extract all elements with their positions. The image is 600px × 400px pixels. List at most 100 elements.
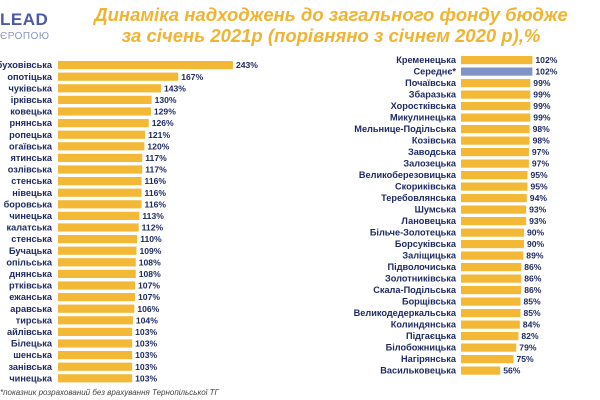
category-label: Збаразька <box>409 90 457 100</box>
data-label: 103% <box>135 362 157 372</box>
category-label: Хоростківська <box>391 101 457 111</box>
bar <box>461 148 529 157</box>
data-label: 120% <box>147 141 169 151</box>
category-label: тирська <box>16 315 53 325</box>
category-label: ропецька <box>9 130 53 140</box>
bar <box>58 374 133 383</box>
bar <box>461 136 530 145</box>
data-label: 116% <box>145 176 167 186</box>
data-label: 117% <box>145 153 167 163</box>
bar <box>58 339 133 348</box>
bar <box>58 235 138 244</box>
bar <box>461 366 501 375</box>
data-label: 93% <box>529 205 547 215</box>
bar <box>461 274 522 283</box>
data-label: 97% <box>532 159 550 169</box>
category-label: опільська <box>6 257 53 267</box>
bar <box>461 194 527 203</box>
bar <box>58 316 133 325</box>
data-label: 121% <box>148 130 170 140</box>
chart-title-line-2: за січень 2021р (порівняно з січнем 2020… <box>121 25 541 46</box>
bar <box>58 130 146 139</box>
category-label: Мельнице-Подільська <box>354 124 457 134</box>
category-label: Нагірянська <box>401 354 457 364</box>
category-label: Колиндянська <box>391 320 457 330</box>
data-label: 75% <box>517 354 535 364</box>
data-label: 99% <box>533 78 551 88</box>
data-label: 103% <box>135 339 157 349</box>
category-label: Заліщицька <box>402 251 457 261</box>
data-label: 108% <box>139 269 161 279</box>
data-label: 113% <box>142 211 164 221</box>
chart-title: Динаміка надходжень до загального фонду … <box>62 4 600 46</box>
data-label: 90% <box>527 228 545 238</box>
data-label: 109% <box>139 246 161 256</box>
average-bar <box>461 67 533 76</box>
category-label: Лановецька <box>401 216 456 226</box>
category-label: Заводська <box>408 147 457 157</box>
data-label: 112% <box>142 223 164 233</box>
bar <box>58 327 133 336</box>
category-label: Залозецька <box>403 159 457 169</box>
category-label: айлівська <box>7 327 53 337</box>
data-label: 103% <box>135 373 157 383</box>
bar <box>461 56 533 65</box>
data-label: 103% <box>135 350 157 360</box>
data-label: 129% <box>154 107 176 117</box>
bar <box>58 293 136 302</box>
bar <box>461 355 514 364</box>
data-label: 86% <box>524 274 542 284</box>
category-label: озлівська <box>8 165 53 175</box>
data-label: 97% <box>532 147 550 157</box>
bar <box>58 281 136 290</box>
bar <box>58 246 137 255</box>
bar <box>58 223 139 232</box>
category-label: днянська <box>9 269 53 279</box>
category-label: ртківська <box>9 281 53 291</box>
category-label: Кременецька <box>396 55 457 65</box>
category-label: чуківська <box>9 83 53 93</box>
category-label: Золотниківська <box>385 274 457 284</box>
bar <box>461 320 520 329</box>
category-label: стенська <box>11 176 53 186</box>
category-label: Борсуківська <box>395 239 457 249</box>
data-label: 94% <box>530 193 548 203</box>
data-label: 106% <box>137 304 159 314</box>
bar <box>461 309 521 318</box>
category-label: аравська <box>10 304 53 314</box>
bar <box>58 362 133 371</box>
bar <box>461 125 530 134</box>
category-label: Більче-Золотецька <box>370 228 457 238</box>
category-label: Білобожницька <box>386 343 457 353</box>
bar <box>461 79 531 88</box>
category-label: Підволочиська <box>388 262 457 272</box>
category-label: Підгаєцька <box>406 331 457 341</box>
bar <box>58 107 151 116</box>
category-label: Великоберезовицька <box>359 170 457 180</box>
bar-chart-right: Кременецька 102% Середнє* 102% Почаївська 99%… <box>354 55 558 376</box>
bar <box>461 263 522 272</box>
data-label: 110% <box>140 234 162 244</box>
bar <box>58 211 140 220</box>
category-label: Середнє* <box>414 67 457 77</box>
bar <box>461 90 531 99</box>
data-label: 107% <box>138 281 160 291</box>
data-label: 104% <box>136 315 158 325</box>
logo-text: LEAD <box>0 10 49 29</box>
category-label: Бучацька <box>9 246 53 256</box>
data-label: 102% <box>535 55 557 65</box>
category-label: Великодедеркальська <box>354 308 457 318</box>
data-label: 82% <box>521 331 539 341</box>
logo: LEAD ЄРОПОЮ <box>0 6 62 48</box>
category-label: калатська <box>7 223 53 233</box>
data-label: 99% <box>533 90 551 100</box>
category-label: нівецька <box>12 188 53 198</box>
bar <box>58 351 133 360</box>
data-label: 117% <box>145 165 167 175</box>
bar <box>461 159 529 168</box>
bar <box>58 258 136 267</box>
category-label: Шумська <box>415 205 457 215</box>
bar <box>58 95 152 104</box>
bar <box>58 188 142 197</box>
